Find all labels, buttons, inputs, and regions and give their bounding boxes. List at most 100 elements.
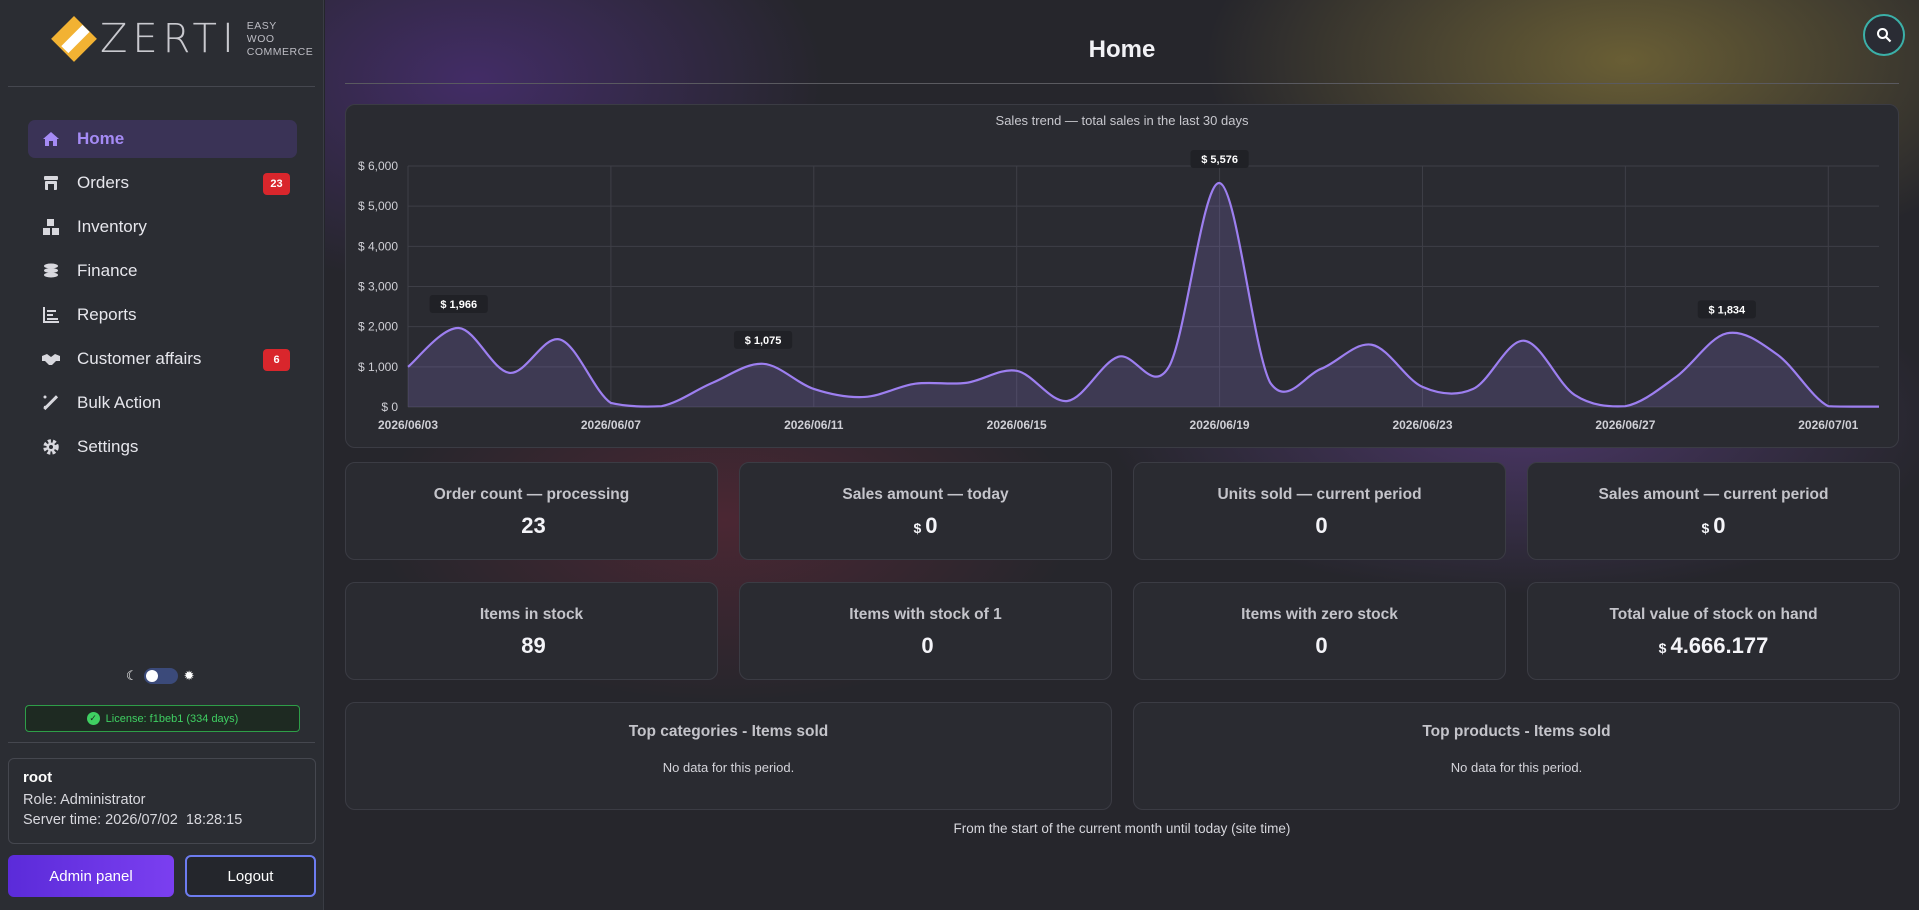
stat-card-items-in-stock: Items in stock 89 [345,582,718,680]
data-label: $ 5,576 [1201,154,1238,166]
admin-panel-button[interactable]: Admin panel [8,855,174,897]
nav-item-customer-affairs[interactable]: Customer affairs 6 [28,340,297,378]
brand-word: ZERTI [100,16,239,62]
stat-value: $0 [1528,513,1899,539]
user-name: root [23,769,53,786]
stat-card-sales-today: Sales amount — today $0 [739,462,1112,560]
sales-line [407,181,1880,408]
stat-number: 0 [1315,633,1328,658]
theme-switch[interactable] [143,668,178,684]
license-status: ✓ License: f1beb1 (334 days) [25,705,300,732]
stat-label: Total value of stock on hand [1609,606,1818,623]
x-tick-label: 2026/06/15 [987,418,1047,432]
main-content: Home Sales trend — total sales in the la… [325,0,1919,910]
stat-label: Items in stock [479,606,584,623]
bar-chart-icon [41,305,61,325]
top-products-title: Top products - Items sold [1422,723,1611,740]
x-tick-label: 2026/06/27 [1595,418,1655,432]
stat-value: 23 [346,513,717,539]
magic-wand-icon [41,393,61,413]
brand-sub-line: COMMERCE [246,45,314,58]
y-tick-label: $ 0 [381,400,398,414]
theme-toggle[interactable]: ☾ ✹ [126,668,195,684]
moon-icon: ☾ [126,668,138,683]
boxes-icon [41,217,61,237]
license-text: License: f1beb1 (334 days) [105,712,239,725]
nav-item-reports[interactable]: Reports [28,296,297,334]
brand-sub-line: WOO [246,32,275,45]
orders-count-badge: 23 [263,173,290,195]
nav-label: Customer affairs [77,349,202,368]
nav-item-bulk-action[interactable]: Bulk Action [28,384,297,422]
stat-label: Sales amount — current period [1598,486,1829,503]
empty-state: No data for this period. [662,760,795,775]
top-products-card: Top products - Items sold No data for th… [1133,702,1900,810]
currency-symbol: $ [913,520,922,536]
currency-symbol: $ [1701,520,1710,536]
data-label-bg [1190,150,1249,169]
sales-trend-card: Sales trend — total sales in the last 30… [345,104,1899,448]
data-label: $ 1,966 [440,299,477,311]
handshake-icon [41,349,61,369]
user-role: Role: Administrator [23,792,146,808]
stat-card-stock-of-one: Items with stock of 1 0 [739,582,1112,680]
nav-item-settings[interactable]: Settings [28,428,297,466]
logout-button[interactable]: Logout [185,855,316,897]
stat-label: Units sold — current period [1217,486,1422,503]
nav-label: Settings [77,437,139,456]
x-tick-label: 2026/06/11 [784,418,844,432]
data-label-bg [1697,300,1756,319]
y-tick-label: $ 1,000 [358,360,398,374]
home-icon [41,129,61,149]
search-button[interactable] [1863,14,1905,56]
brand-subtitle: EASY WOO COMMERCE [247,20,313,59]
stat-value: 89 [346,633,717,659]
stat-card-order-count: Order count — processing 23 [345,462,718,560]
stat-number: 23 [521,513,546,538]
period-footnote: From the start of the current month unti… [953,821,1291,836]
stat-number: 0 [925,513,938,538]
stat-number: 0 [1315,513,1328,538]
stat-label: Items with zero stock [1241,606,1398,623]
stat-number: 0 [921,633,934,658]
page-title: Home [1088,36,1156,63]
stat-label: Items with stock of 1 [849,606,1002,623]
currency-symbol: $ [1658,640,1667,656]
nav-label: Reports [77,305,137,324]
store-icon [41,173,61,193]
y-tick-label: $ 4,000 [358,239,398,253]
nav-item-finance[interactable]: Finance [28,252,297,290]
stat-card-zero-stock: Items with zero stock 0 [1133,582,1506,680]
stat-value: 0 [740,633,1111,659]
nav-item-orders[interactable]: Orders 23 [28,164,297,202]
y-tick-label: $ 2,000 [358,320,398,334]
x-tick-label: 2026/06/19 [1190,418,1250,432]
empty-state: No data for this period. [1450,760,1583,775]
top-categories-card: Top categories - Items sold No data for … [345,702,1112,810]
data-label: $ 1,834 [1708,304,1746,316]
nav-label: Orders [77,173,129,192]
stat-number: 0 [1713,513,1726,538]
coins-icon [41,261,61,281]
nav-label: Finance [77,261,138,280]
nav-label: Home [77,129,125,148]
user-info: root Role: Administrator Server time: 20… [8,758,316,844]
customer-affairs-count-badge: 6 [263,349,290,371]
stat-card-stock-value: Total value of stock on hand $4.666.177 [1527,582,1900,680]
nav-item-home[interactable]: Home [28,120,297,158]
top-categories-title: Top categories - Items sold [628,723,829,740]
main-nav: Home Orders 23 Inventory Finance Repor [28,120,297,472]
nav-item-inventory[interactable]: Inventory [28,208,297,246]
stat-card-sales-period: Sales amount — current period $0 [1527,462,1900,560]
search-icon [1877,28,1892,43]
stat-card-units-sold: Units sold — current period 0 [1133,462,1506,560]
brand-logo[interactable]: ZERTI EASY WOO COMMERCE [50,14,313,64]
sales-trend-chart[interactable]: $ 0 $ 1,000 $ 2,000 $ 3,000 $ 4,000 $ 5,000 $ … [346,105,1900,449]
stat-value: $4.666.177 [1528,633,1899,659]
stat-value: 0 [1134,513,1505,539]
data-label: $ 1,075 [745,335,782,347]
stat-number: 4.666.177 [1670,633,1769,658]
sidebar-divider [8,742,315,743]
gear-icon [41,437,61,457]
data-label-bg [733,330,793,349]
